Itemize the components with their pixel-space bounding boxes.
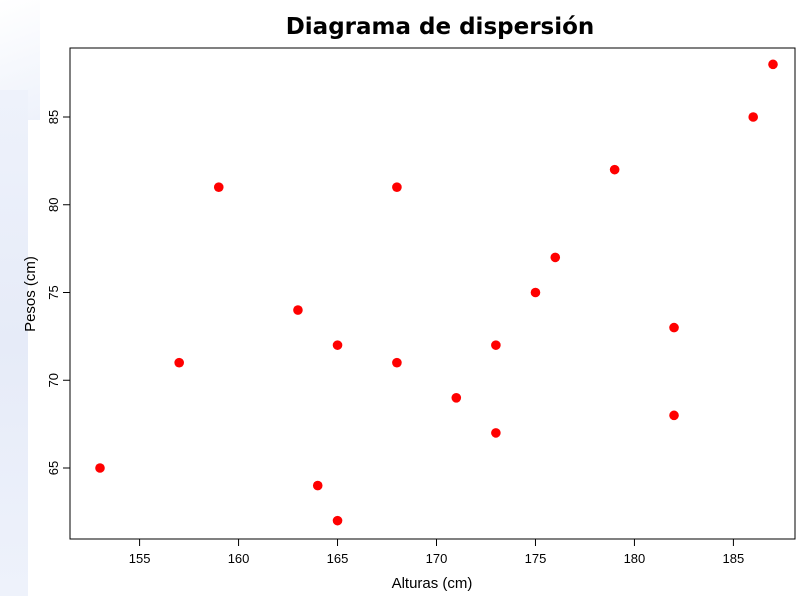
data-point: [392, 182, 402, 192]
data-point: [530, 287, 541, 298]
x-tick-label: 160: [228, 551, 250, 566]
y-tick-label: 85: [46, 110, 61, 124]
data-point: [332, 515, 343, 526]
chart-title: Diagrama de dispersión: [286, 14, 595, 40]
data-point: [95, 463, 105, 473]
x-tick-label: 170: [426, 551, 448, 566]
x-tick-label: 165: [327, 551, 349, 566]
x-tick-label: 175: [525, 551, 547, 566]
plot-frame: [69, 47, 796, 540]
data-point: [669, 322, 679, 333]
data-points: [95, 59, 778, 526]
data-point: [609, 164, 620, 175]
x-tick-label: 155: [129, 551, 151, 566]
y-axis: 65 70 75 80 85: [46, 110, 70, 475]
y-tick-label: 65: [46, 461, 61, 475]
background-decoration-band: [0, 90, 28, 596]
x-axis-label: Alturas (cm): [392, 575, 473, 592]
y-tick-label: 75: [46, 285, 61, 299]
data-point: [550, 252, 561, 263]
data-point: [768, 59, 778, 70]
data-point: [213, 182, 224, 192]
x-axis: 155 160 165 170 175 180 185: [129, 539, 745, 566]
data-point: [748, 112, 759, 122]
x-tick-label: 180: [624, 551, 646, 566]
data-point: [312, 480, 323, 491]
data-point: [293, 305, 303, 315]
data-point: [174, 357, 184, 368]
data-point: [491, 428, 501, 438]
data-point: [491, 340, 501, 350]
data-point: [332, 340, 343, 350]
data-point: [392, 357, 402, 368]
y-axis-label: Pesos (cm): [22, 256, 39, 332]
x-tick-label: 185: [723, 551, 745, 566]
data-point: [451, 393, 462, 403]
y-tick-label: 70: [46, 373, 61, 387]
y-tick-label: 80: [46, 198, 61, 212]
data-point: [669, 410, 679, 421]
